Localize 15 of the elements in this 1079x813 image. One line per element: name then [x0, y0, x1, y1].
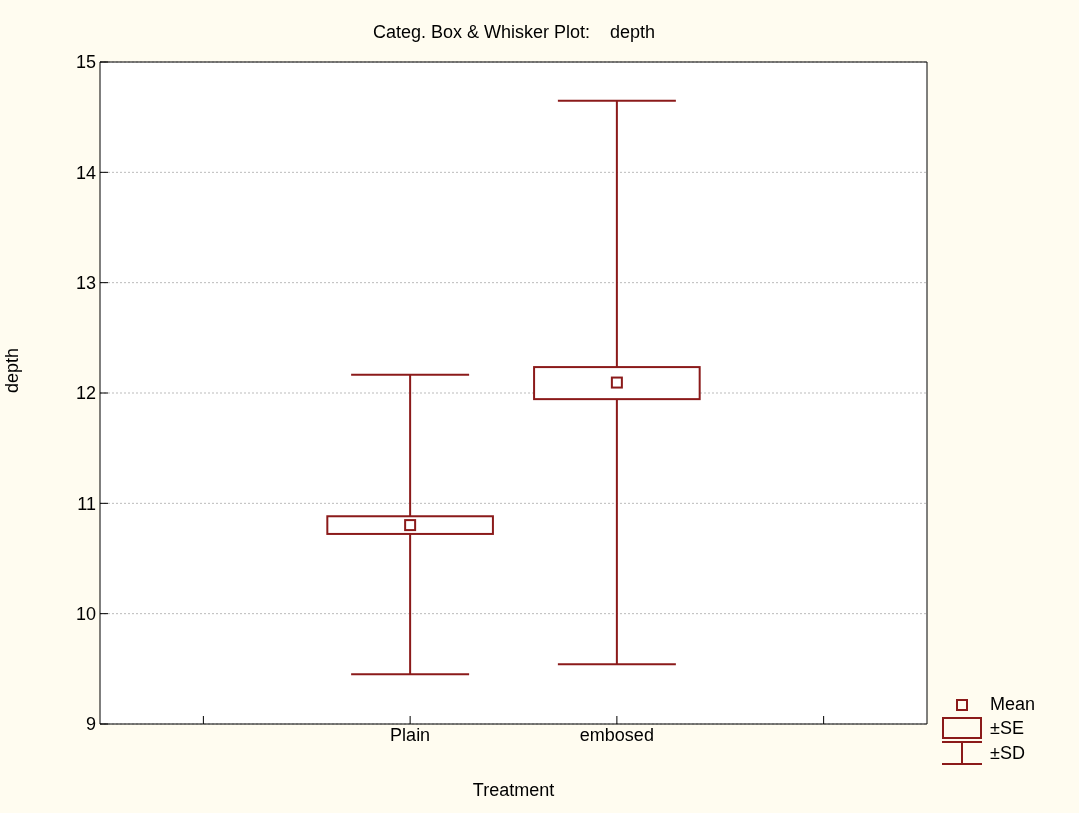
y-tick-label: 14	[75, 162, 96, 183]
x-tick-label: Plain	[390, 724, 431, 745]
y-tick-label: 10	[75, 604, 96, 625]
x-axis-title: Treatment	[472, 780, 555, 800]
chart-title: Categ. Box & Whisker Plot: depth	[371, 22, 657, 43]
text: Mean	[989, 694, 1036, 715]
y-axis-title: depth	[2, 347, 23, 393]
y-tick-label: 11	[77, 493, 96, 514]
y-tick-label: 9	[85, 714, 96, 735]
y-tick-label: 13	[75, 273, 96, 294]
y-tick-label: 12	[75, 383, 96, 404]
text: ±SD	[989, 742, 1026, 764]
text: ±SE	[989, 717, 1025, 739]
y-tick-label: 15	[75, 52, 96, 73]
x-tick-label: embosed	[579, 724, 654, 745]
